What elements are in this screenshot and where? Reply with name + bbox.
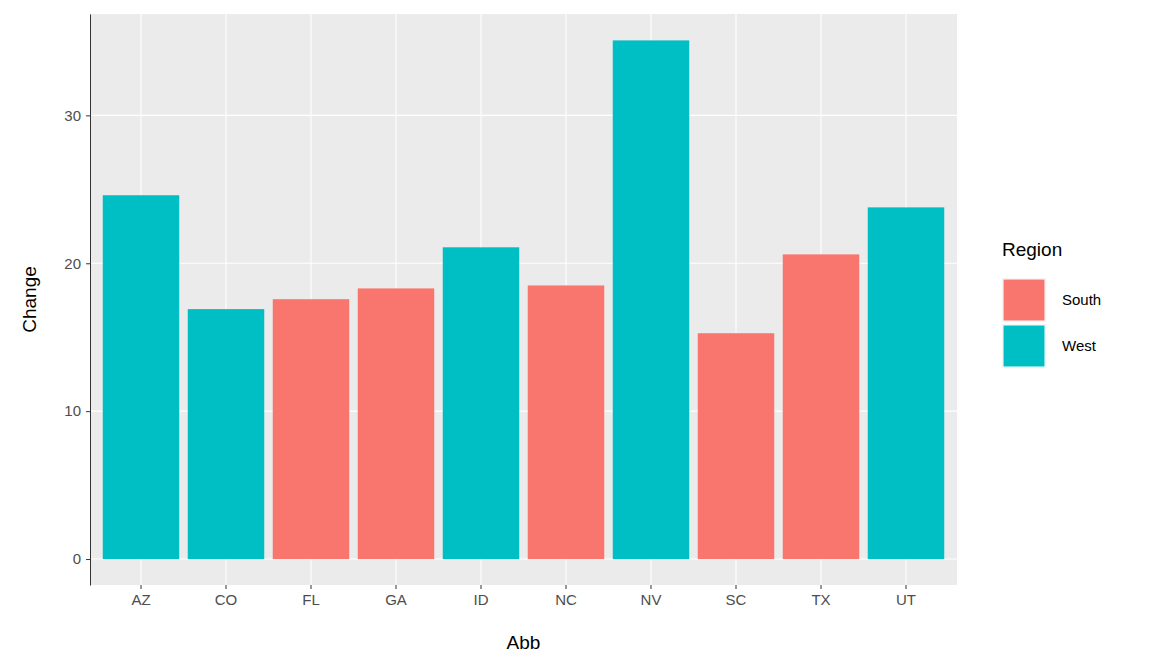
legend-label: South (1062, 291, 1101, 308)
x-tick-mark (141, 585, 142, 589)
y-tick-label: 0 (73, 550, 81, 567)
y-tick-mark (86, 115, 90, 116)
y-tick-mark (86, 263, 90, 264)
x-tick-mark (396, 585, 397, 589)
y-tick: 30 (64, 107, 90, 124)
y-tick-mark (86, 559, 90, 560)
x-tick: UT (896, 585, 916, 608)
y-tick: 0 (73, 550, 90, 567)
y-tick: 20 (64, 255, 90, 272)
y-tick-label: 30 (64, 107, 81, 124)
x-tick: CO (215, 585, 238, 608)
x-axis-title: Abb (507, 632, 541, 653)
grid (90, 14, 957, 585)
x-tick-label: NC (555, 591, 577, 608)
bar (868, 207, 945, 559)
x-tick-mark (736, 585, 737, 589)
x-tick: FL (302, 585, 320, 608)
bar (273, 299, 350, 559)
bar (443, 247, 520, 559)
bar (613, 40, 690, 559)
y-tick-mark (86, 411, 90, 412)
x-tick-label: SC (726, 591, 747, 608)
x-tick-label: CO (215, 591, 238, 608)
y-axis-title: Change (19, 266, 40, 333)
y-grid-line (90, 115, 957, 116)
bar (103, 195, 180, 559)
y-tick-label: 20 (64, 255, 81, 272)
y-axis: 0 10 20 30 (64, 15, 90, 586)
x-tick-mark (821, 585, 822, 589)
y-axis-line (90, 15, 91, 586)
bar (698, 333, 775, 559)
x-tick-label: ID (474, 591, 489, 608)
x-tick-label: FL (302, 591, 320, 608)
legend-key (1002, 278, 1046, 322)
x-tick: NV (641, 585, 662, 608)
bar (528, 285, 605, 559)
x-tick-mark (566, 585, 567, 589)
legend-swatch (1003, 279, 1045, 321)
x-tick: GA (385, 585, 407, 608)
x-tick: NC (555, 585, 577, 608)
x-tick-label: GA (385, 591, 407, 608)
x-tick-mark (906, 585, 907, 589)
x-axis: AZ CO FL GA ID NC NV SC TX UT (131, 585, 916, 608)
x-tick-mark (481, 585, 482, 589)
legend-title: Region (1002, 239, 1062, 260)
y-tick: 10 (64, 402, 90, 419)
legend-label: West (1062, 337, 1097, 354)
x-tick-label: UT (896, 591, 916, 608)
x-tick: SC (726, 585, 747, 608)
x-tick-label: NV (641, 591, 662, 608)
x-tick: TX (811, 585, 830, 608)
bar (783, 254, 860, 559)
y-tick-label: 10 (64, 402, 81, 419)
x-tick: AZ (131, 585, 150, 608)
legend: Region South West (1002, 239, 1101, 368)
x-tick-label: TX (811, 591, 830, 608)
x-tick: ID (474, 585, 489, 608)
bars (103, 40, 945, 559)
bar (188, 309, 265, 559)
x-tick-mark (311, 585, 312, 589)
bar (358, 288, 435, 559)
legend-swatch (1003, 325, 1045, 367)
plot-background (90, 14, 957, 585)
x-tick-mark (226, 585, 227, 589)
legend-key (1002, 324, 1046, 368)
x-tick-label: AZ (131, 591, 150, 608)
x-tick-mark (651, 585, 652, 589)
chart-svg: 0 10 20 30 AZ CO FL GA ID NC NV SC TX UT Abb Change Regi… (0, 0, 1152, 672)
